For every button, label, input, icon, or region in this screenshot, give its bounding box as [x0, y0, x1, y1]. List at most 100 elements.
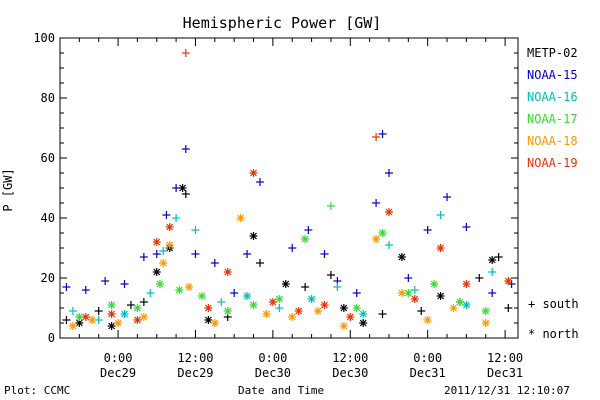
south-point	[436, 211, 445, 219]
south-point	[333, 283, 342, 291]
south-point	[462, 223, 471, 231]
north-point	[281, 280, 290, 288]
x-tick-label-date: Dec29	[177, 366, 213, 380]
y-tick-label: 20	[41, 271, 55, 285]
north-point	[114, 319, 123, 327]
north-point	[243, 292, 252, 300]
south-point	[475, 274, 484, 282]
south-point	[81, 286, 90, 294]
south-point	[488, 289, 497, 297]
north-point	[320, 301, 329, 309]
y-tick-label: 80	[41, 91, 55, 105]
north-point	[210, 319, 219, 327]
x-tick-label-time: 12:00	[177, 351, 213, 365]
series-noaa-18	[68, 214, 490, 330]
series-noaa-15	[62, 130, 516, 297]
legend: METP-02 NOAA-15 NOAA-16 NOAA-17 NOAA-18 NOAA-…	[527, 46, 579, 341]
south-point	[191, 250, 200, 258]
south-point	[139, 253, 148, 261]
x-tick-label-date: Dec29	[100, 366, 136, 380]
south-point	[372, 133, 381, 141]
plot-credit: Plot: CCMC	[4, 384, 71, 397]
south-point	[255, 178, 264, 186]
north-point	[81, 313, 90, 321]
y-tick-label: 0	[48, 331, 55, 345]
south-point	[378, 130, 387, 138]
north-point	[346, 313, 355, 321]
y-axis-label: P [GW]	[1, 168, 15, 211]
x-tick-label-time: 12:00	[487, 351, 523, 365]
north-point	[481, 319, 490, 327]
south-point	[243, 250, 252, 258]
south-point	[326, 271, 335, 279]
north-point	[423, 316, 432, 324]
north-point	[307, 295, 316, 303]
south-point	[159, 247, 168, 255]
north-point	[397, 289, 406, 297]
north-point	[107, 301, 116, 309]
south-point	[62, 316, 71, 324]
south-point	[101, 277, 110, 285]
legend-item-noaa-19: NOAA-19	[527, 156, 578, 170]
x-axis-label: Date and Time	[238, 384, 325, 397]
north-point	[204, 304, 213, 312]
north-point	[175, 286, 184, 294]
legend-item-noaa-18: NOAA-18	[527, 134, 578, 148]
x-tick-label-date: Dec30	[332, 366, 368, 380]
legend-item-noaa-17: NOAA-17	[527, 112, 578, 126]
south-point	[139, 298, 148, 306]
south-point	[172, 214, 181, 222]
y-tick-label: 60	[41, 151, 55, 165]
north-point	[88, 316, 97, 324]
plot-frame	[59, 37, 519, 339]
north-point	[223, 307, 232, 315]
x-tick-label-time: 0:00	[104, 351, 133, 365]
x-tick-label-date: Dec31	[487, 366, 523, 380]
y-tick-label: 100	[33, 31, 55, 45]
legend-item-noaa-15: NOAA-15	[527, 68, 578, 82]
legend-item-noaa-16: NOAA-16	[527, 90, 578, 104]
north-point	[165, 223, 174, 231]
north-point	[107, 322, 116, 330]
south-point	[162, 211, 171, 219]
x-tick-label-time: 12:00	[332, 351, 368, 365]
north-point	[249, 232, 258, 240]
south-point	[210, 259, 219, 267]
south-point	[304, 226, 313, 234]
north-point	[455, 298, 464, 306]
south-point	[404, 274, 413, 282]
north-point	[268, 298, 277, 306]
south-point	[488, 268, 497, 276]
north-point	[155, 280, 164, 288]
north-point	[352, 304, 361, 312]
north-point	[449, 304, 458, 312]
south-point	[326, 202, 335, 210]
south-point	[423, 226, 432, 234]
x-tick-label-time: 0:00	[413, 351, 442, 365]
south-point	[352, 289, 361, 297]
marker-legend-north: * north	[528, 327, 579, 341]
north-point	[159, 259, 168, 267]
south-point	[320, 250, 329, 258]
north-point	[410, 295, 419, 303]
north-point	[359, 310, 368, 318]
north-point	[152, 238, 161, 246]
north-point	[372, 235, 381, 243]
south-point	[384, 169, 393, 177]
south-point	[120, 280, 129, 288]
south-point	[378, 310, 387, 318]
south-point	[181, 190, 190, 198]
north-point	[262, 310, 271, 318]
axes: 0204060801000:00Dec2912:00Dec290:00Dec30…	[33, 31, 523, 380]
north-point	[462, 280, 471, 288]
north-point	[165, 241, 174, 249]
south-point	[504, 304, 513, 312]
north-point	[404, 289, 413, 297]
south-point	[410, 286, 419, 294]
north-point	[339, 322, 348, 330]
series-noaa-16	[68, 211, 497, 324]
north-point	[378, 229, 387, 237]
series-metp-02	[62, 184, 513, 330]
south-point	[275, 304, 284, 312]
